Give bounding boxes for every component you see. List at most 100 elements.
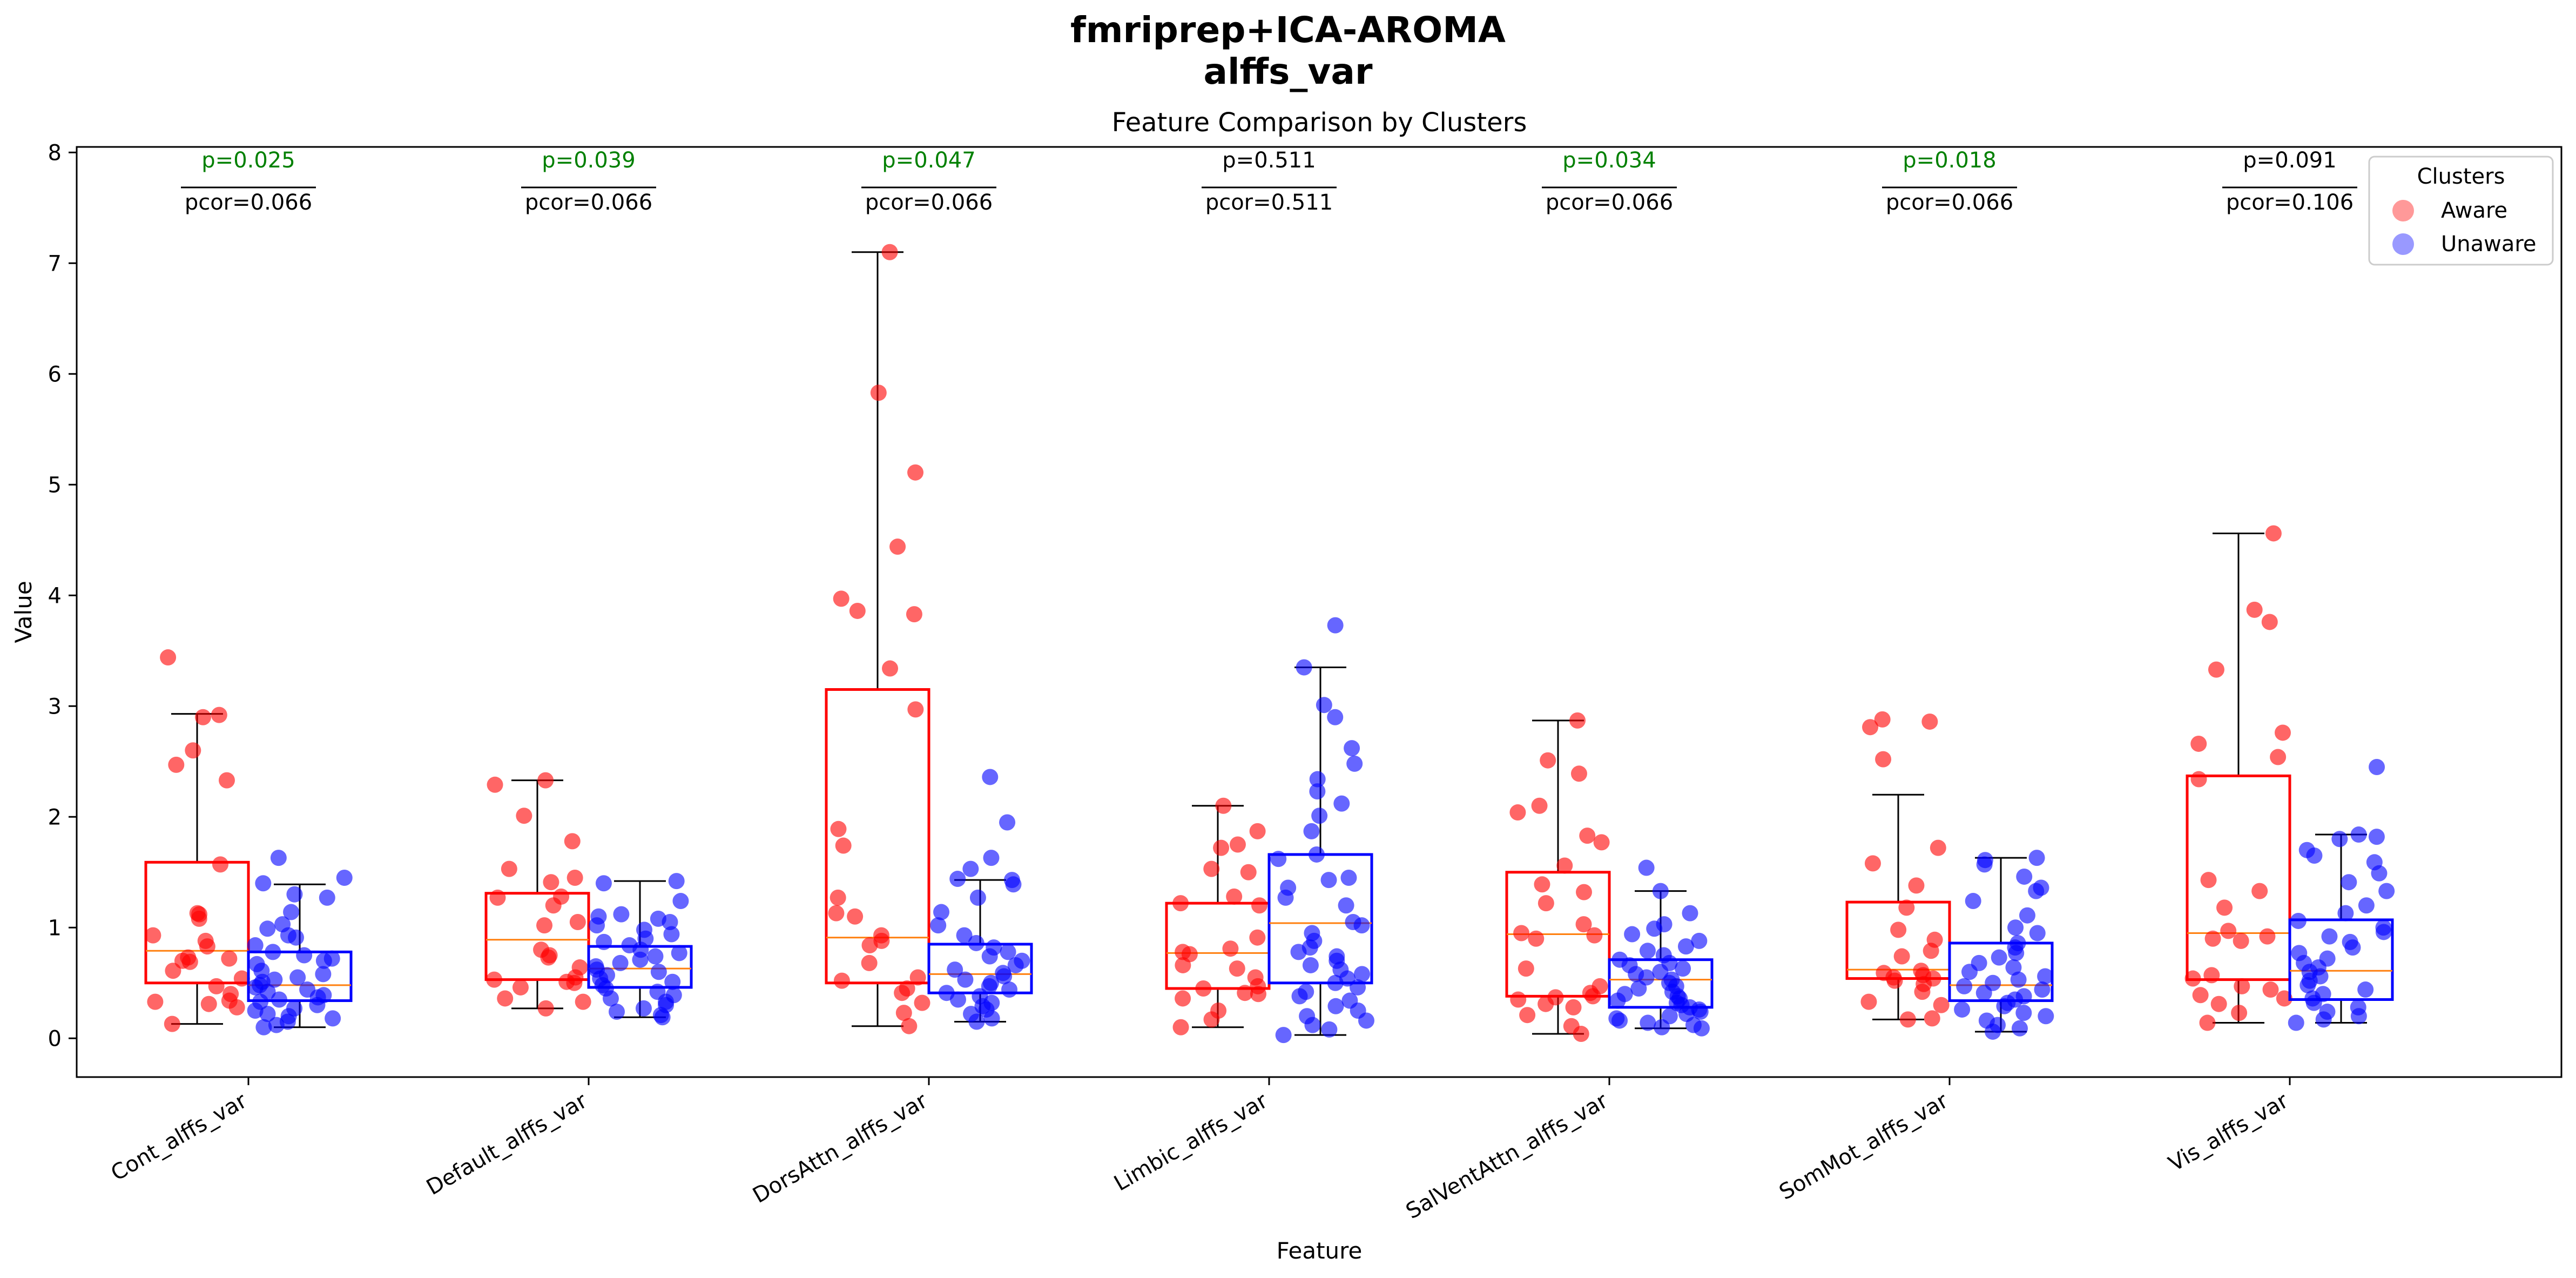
data-point: [1898, 899, 1915, 916]
data-point: [489, 889, 506, 906]
data-point: [1908, 877, 1925, 894]
data-point: [1338, 897, 1354, 914]
p-value-label: p=0.091: [2243, 148, 2336, 173]
data-point: [1001, 981, 1018, 998]
data-point: [968, 934, 984, 951]
data-point: [1639, 943, 1656, 959]
data-point: [2350, 826, 2367, 843]
axes-frame: [76, 146, 2562, 1078]
data-point: [497, 990, 514, 1007]
data-point: [2270, 749, 2287, 765]
data-point: [889, 539, 906, 555]
unaware-box-group: [1608, 859, 1714, 1037]
data-point: [609, 1004, 625, 1020]
data-point: [1961, 964, 1978, 980]
data-point: [828, 905, 845, 921]
data-point: [1537, 895, 1554, 912]
data-point: [1528, 930, 1545, 947]
data-point: [1175, 957, 1191, 973]
data-point: [1510, 991, 1527, 1008]
data-point: [540, 949, 557, 966]
data-point: [1229, 836, 1246, 853]
data-point: [2015, 1005, 2032, 1021]
p-value-label: p=0.039: [542, 148, 635, 173]
data-point: [861, 954, 878, 971]
data-point: [1195, 980, 1212, 997]
data-point: [545, 897, 562, 914]
data-point: [2038, 1008, 2054, 1025]
data-point: [1213, 839, 1230, 856]
data-point: [1640, 1014, 1656, 1031]
data-point: [1311, 808, 1328, 824]
data-point: [983, 1010, 1000, 1027]
data-point: [1570, 765, 1587, 782]
data-point: [1996, 998, 2013, 1014]
data-point: [589, 917, 605, 934]
data-point: [1519, 1007, 1536, 1024]
y-tick-label: 5: [48, 473, 62, 497]
data-point: [1327, 998, 1344, 1014]
pcor-value-label: pcor=0.511: [1205, 190, 1333, 215]
data-point: [596, 933, 612, 950]
data-point: [1518, 960, 1534, 977]
data-point: [1638, 859, 1655, 876]
data-point: [218, 772, 235, 789]
data-point: [901, 1018, 918, 1034]
data-point: [1346, 755, 1363, 772]
data-point: [1565, 999, 1582, 1015]
data-point: [1303, 823, 1320, 839]
data-point: [1609, 992, 1626, 1009]
data-point: [1534, 876, 1550, 893]
data-point: [602, 990, 619, 1007]
data-point: [1316, 697, 1332, 714]
data-point: [259, 920, 276, 937]
data-point: [2337, 905, 2354, 921]
data-point: [536, 917, 553, 934]
aware-box-group: [1505, 712, 1611, 1042]
data-point: [1222, 940, 1239, 957]
data-point: [1886, 972, 1903, 989]
data-point: [1893, 948, 1910, 965]
y-tick-label: 6: [48, 362, 62, 387]
data-point: [671, 945, 687, 961]
data-point: [2358, 897, 2375, 914]
data-point: [564, 833, 581, 850]
aware-box-group: [144, 649, 250, 1032]
data-point: [325, 1010, 341, 1027]
legend-title: Clusters: [2417, 164, 2505, 189]
legend-marker-aware: [2392, 200, 2414, 221]
data-point: [1333, 795, 1350, 812]
data-point: [567, 870, 583, 886]
data-point: [2331, 831, 2348, 847]
data-point: [2184, 970, 2201, 987]
data-point: [1251, 897, 1268, 914]
iqr-box: [484, 892, 590, 981]
data-point: [895, 1005, 912, 1021]
p-value-label: p=0.018: [1903, 148, 1996, 173]
data-point: [613, 906, 630, 923]
data-point: [650, 964, 667, 980]
data-point: [2233, 932, 2249, 949]
aware-box-group: [1845, 711, 1951, 1028]
data-point: [1277, 889, 1294, 906]
data-point: [906, 606, 922, 623]
data-point: [1531, 797, 1548, 814]
data-point: [309, 997, 326, 1013]
data-point: [296, 947, 313, 964]
data-point: [537, 772, 554, 789]
data-point: [1956, 978, 1973, 994]
data-point: [336, 870, 353, 886]
data-point: [1327, 617, 1344, 634]
data-point: [1573, 1026, 1589, 1042]
data-point: [1579, 828, 1596, 844]
p-value-label: p=0.511: [1222, 148, 1316, 173]
data-point: [933, 904, 950, 920]
unaware-box-group: [2288, 759, 2395, 1031]
data-point: [181, 953, 198, 970]
data-point: [2265, 525, 2282, 542]
data-point: [947, 961, 963, 978]
data-point: [2306, 847, 2323, 864]
data-point: [672, 893, 689, 910]
data-point: [1321, 1021, 1338, 1038]
